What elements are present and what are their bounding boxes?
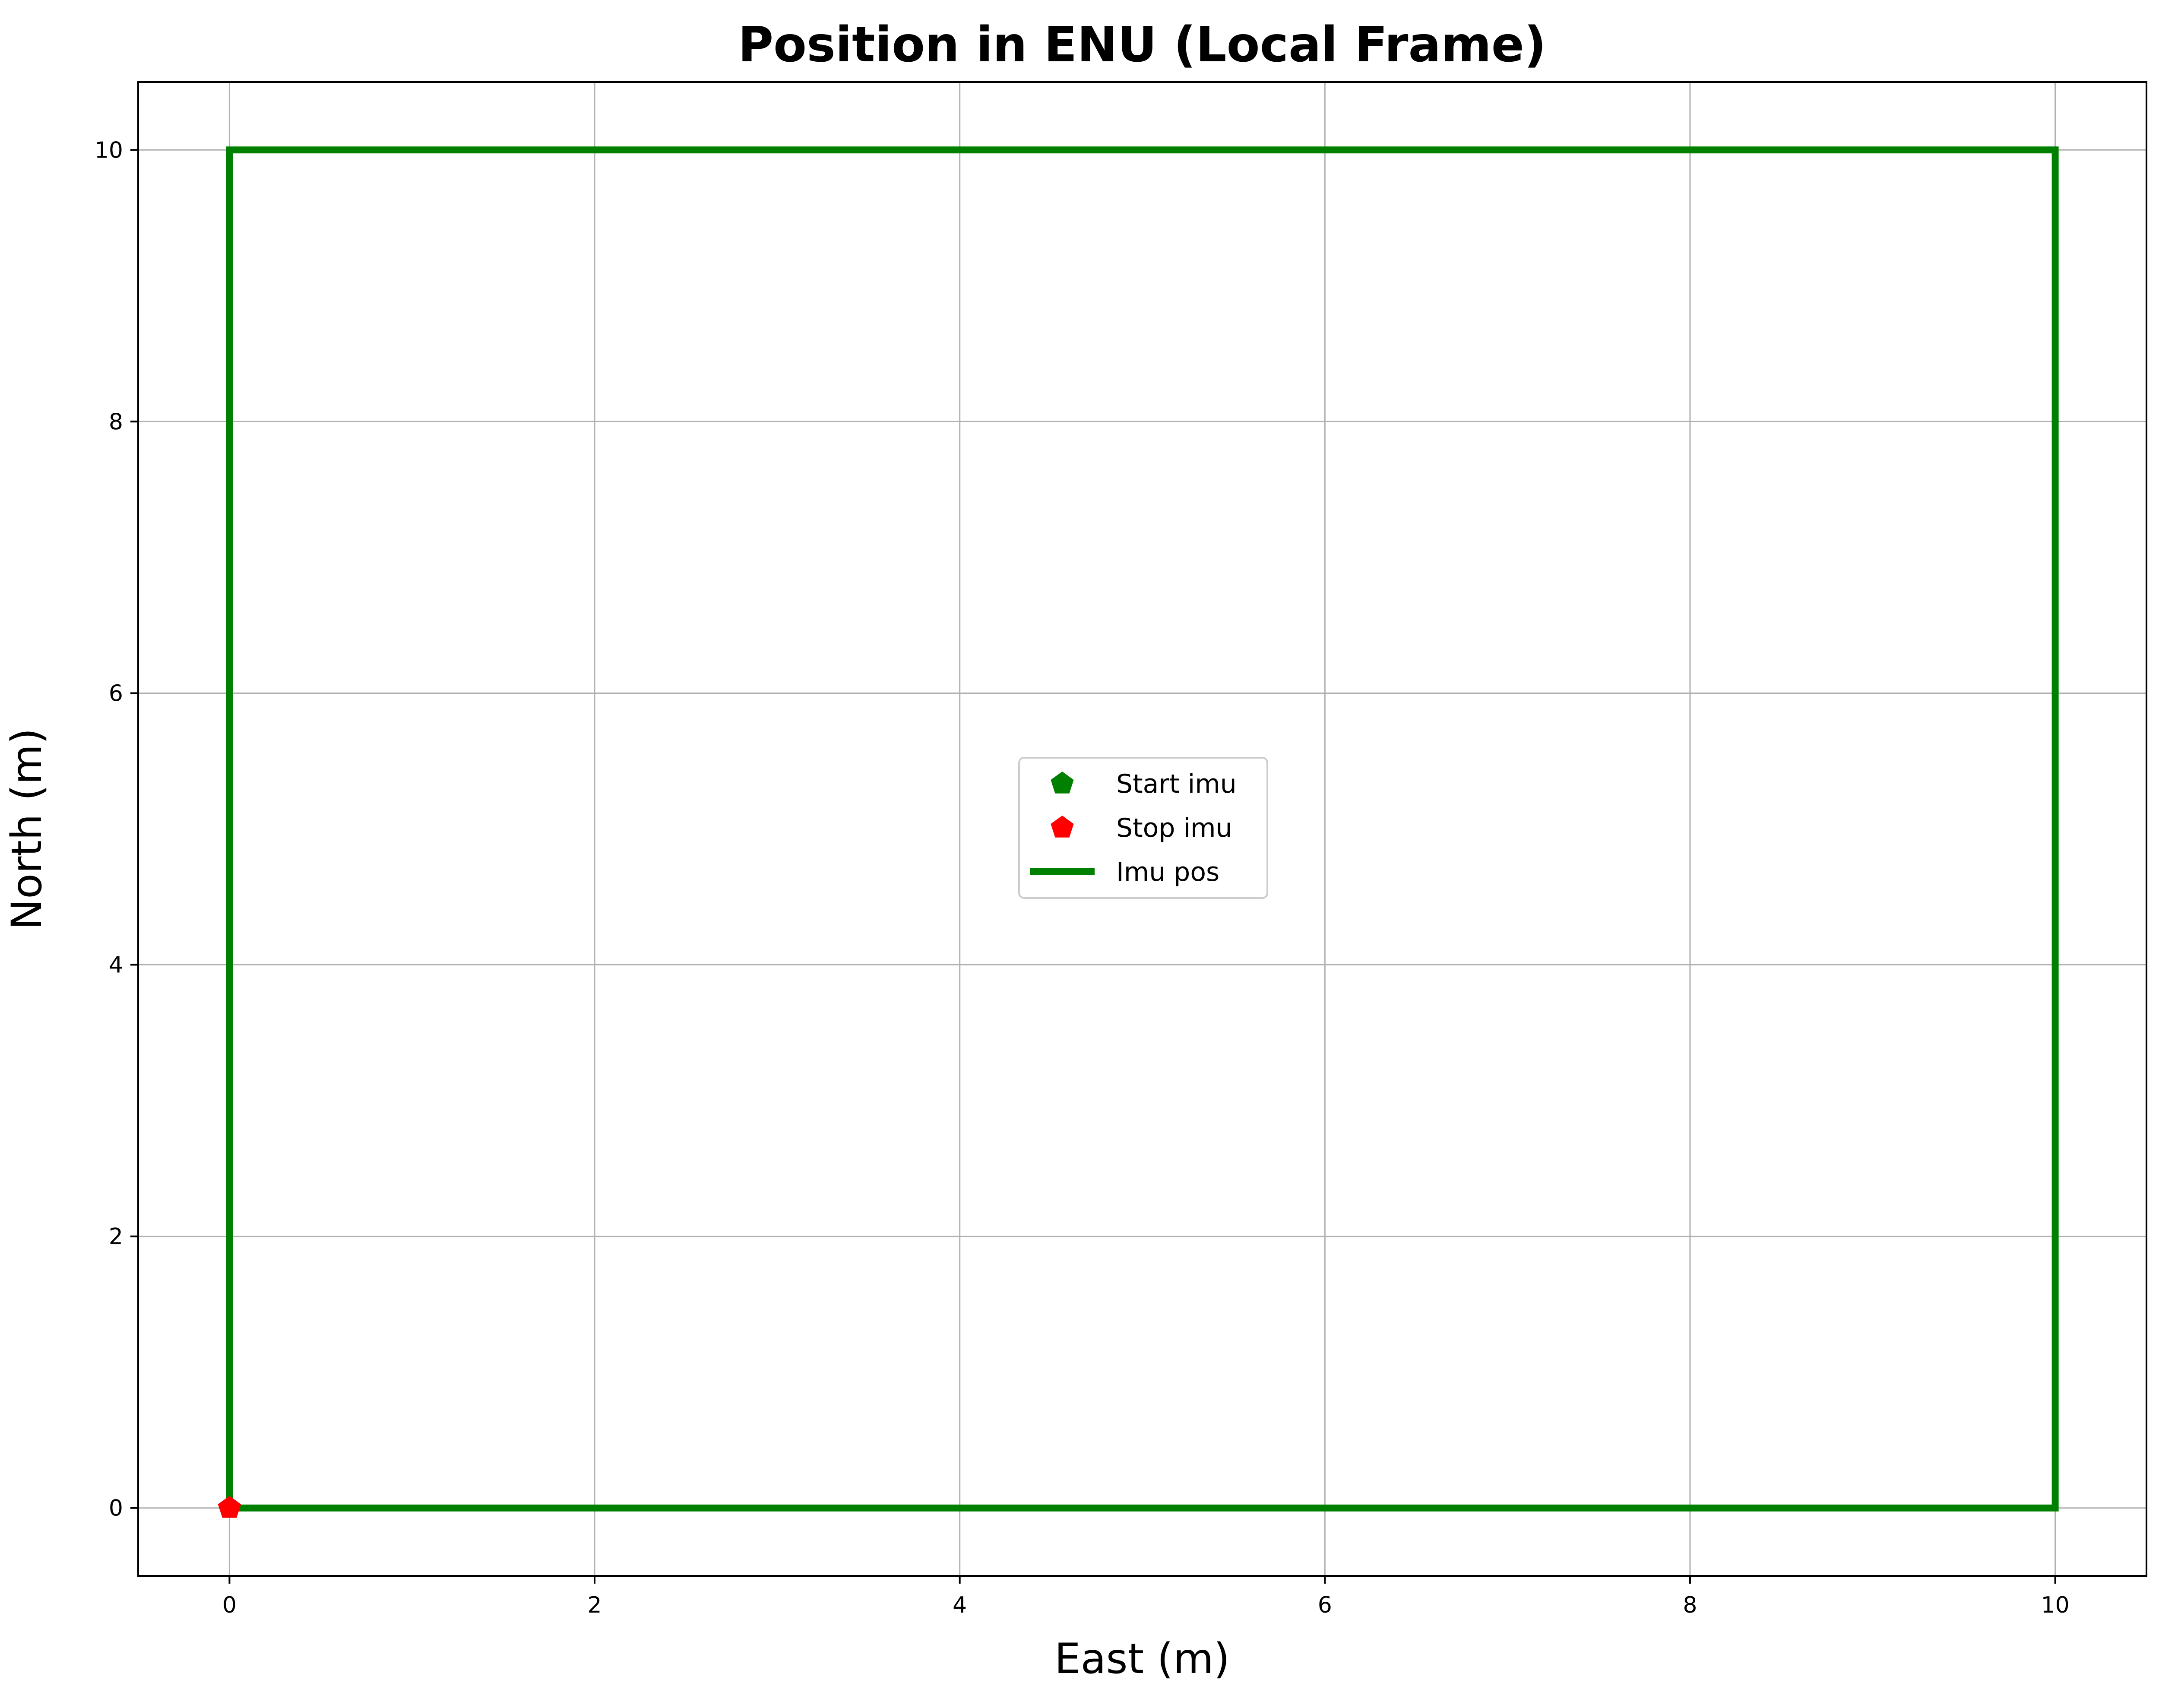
- x-tick-label: 2: [587, 1592, 601, 1618]
- x-tick-label: 4: [953, 1592, 967, 1618]
- legend-stop-imu-swatch: [1051, 816, 1074, 838]
- legend-start-imu-swatch: [1051, 772, 1074, 794]
- x-axis-label: East (m): [1054, 1635, 1230, 1683]
- y-tick-label: 10: [95, 137, 123, 163]
- legend-stop-imu-label: Stop imu: [1116, 813, 1232, 843]
- x-axis-ticks: 0 2 4 6 8 10: [222, 1576, 2070, 1618]
- chart-title: Position in ENU (Local Frame): [738, 17, 1546, 73]
- y-tick-label: 6: [109, 680, 123, 706]
- grid-layer: [138, 82, 2146, 1576]
- plot-frame: [137, 81, 2147, 1577]
- y-tick-label: 4: [109, 952, 123, 978]
- x-tick-label: 10: [2041, 1592, 2070, 1618]
- y-tick-label: 0: [109, 1496, 123, 1521]
- y-tick-label: 8: [109, 409, 123, 435]
- legend-items: Start imu Stop imu Imu pos: [1030, 769, 1237, 887]
- legend-frame: [1018, 757, 1268, 899]
- legend-start-imu-label: Start imu: [1116, 769, 1237, 799]
- x-tick-label: 0: [222, 1592, 237, 1618]
- imu-pos-line: [226, 146, 2059, 1512]
- stop-imu-marker: [218, 1496, 241, 1518]
- y-axis-label: North (m): [3, 728, 51, 930]
- x-tick-label: 6: [1318, 1592, 1332, 1618]
- legend: Start imu Stop imu Imu pos: [1018, 757, 1268, 899]
- y-tick-label: 2: [109, 1224, 123, 1250]
- x-tick-label: 8: [1683, 1592, 1697, 1618]
- legend-imu-pos-label: Imu pos: [1116, 857, 1219, 887]
- y-axis-ticks: 0 2 4 6 8 10: [95, 137, 138, 1521]
- series-layer: [218, 146, 2059, 1518]
